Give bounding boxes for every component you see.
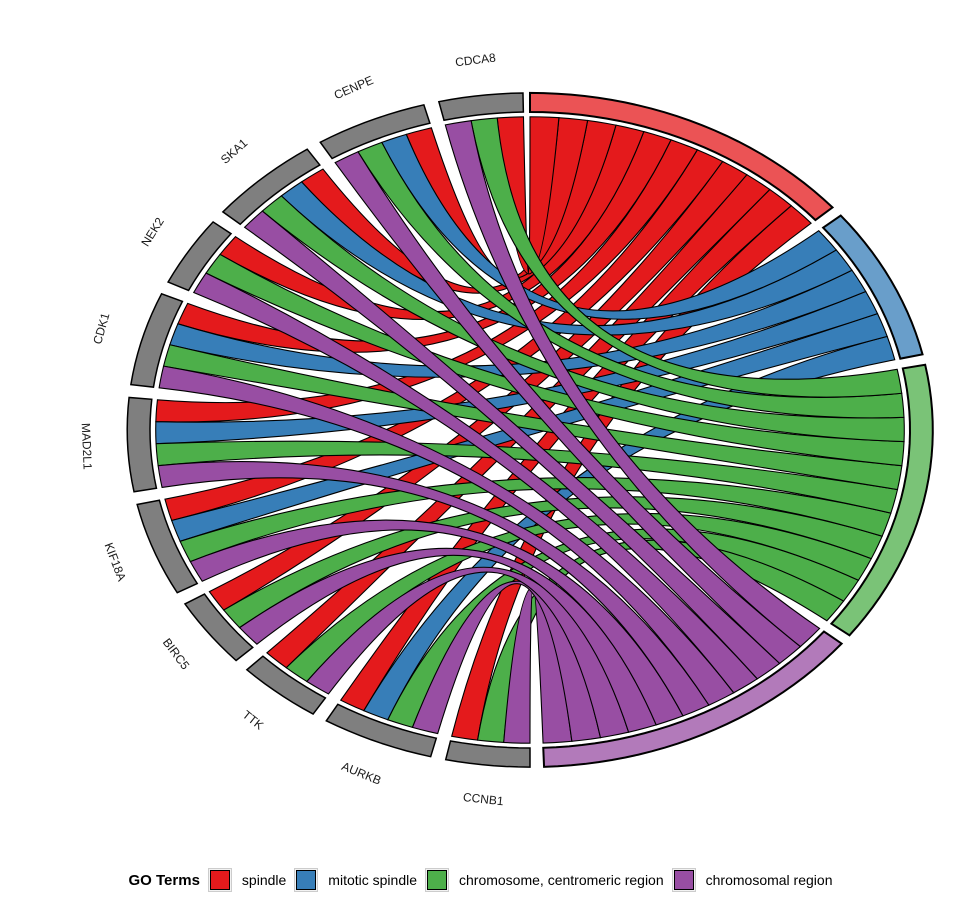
ribbon-cdca8-spindle — [496, 116, 560, 275]
gene-arc-kif18a — [136, 499, 199, 594]
gene-label-ccnb1: CCNB1 — [462, 790, 504, 808]
legend-item-mitotic-spindle: mitotic spindle — [294, 868, 417, 892]
legend-label-centromeric-region: chromosome, centromeric region — [459, 872, 664, 888]
term-arc-chromosomal-region — [542, 630, 844, 768]
gene-label-cdca8: CDCA8 — [454, 50, 496, 69]
legend-label-chromosomal-region: chromosomal region — [705, 872, 833, 888]
legend-swatch-centromeric-region — [425, 868, 449, 892]
gene-arc-ccnb1 — [444, 740, 531, 768]
gene-arc-ttk — [245, 655, 327, 716]
gene-label-cenpe: CENPE — [332, 73, 376, 102]
gene-arc-mad2l1 — [126, 396, 158, 493]
gene-label-kif18a: KIF18A — [102, 541, 129, 583]
gene-arc-ska1 — [221, 148, 321, 226]
legend-item-spindle: spindle — [207, 868, 287, 892]
term-arc-spindle — [529, 91, 835, 222]
gene-label-mad2l1: MAD2L1 — [79, 423, 95, 471]
gene-arc-layer — [126, 92, 531, 768]
gene-label-cdk1: CDK1 — [90, 311, 112, 346]
legend-title: GO Terms — [128, 871, 200, 889]
gene-arc-cenpe — [319, 103, 431, 160]
gene-label-nek2: NEK2 — [138, 215, 167, 249]
go-chord-chart: CCNB1 AURKB TTK BIRC5 KIF18A MAD2L1 CDK1 NEK2 SK… — [79, 50, 934, 808]
legend-label-spindle: spindle — [241, 872, 287, 888]
gene-label-aurkb: AURKB — [340, 759, 384, 788]
gene-arc-cdk1 — [129, 292, 184, 389]
gene-arc-nek2 — [166, 220, 233, 292]
gene-label-birc5: BIRC5 — [160, 636, 193, 673]
gene-label-ska1: SKA1 — [218, 136, 250, 167]
legend-item-chromosomal-region: chromosomal region — [671, 868, 833, 892]
legend-swatch-chromosomal-region — [671, 868, 696, 892]
ribbon-cdca8-chromosome-centromeric-region — [470, 117, 903, 398]
ribbon-layer — [155, 116, 905, 744]
term-arc-chromosome-centromeric-region — [829, 363, 934, 637]
gene-arc-cdca8 — [437, 92, 525, 122]
term-arc-layer — [529, 91, 934, 768]
gene-arc-birc5 — [183, 593, 254, 662]
ribbon-cdca8-chromosomal-region — [444, 120, 821, 648]
legend-label-mitotic-spindle: mitotic spindle — [328, 872, 417, 888]
legend: GO Terms spindle mitotic spindle chromos… — [0, 860, 969, 900]
legend-swatch-spindle — [207, 868, 232, 892]
gene-arc-aurkb — [325, 703, 438, 758]
gene-label-ttk: TTK — [240, 708, 266, 733]
legend-item-centromeric-region: chromosome, centromeric region — [425, 868, 664, 892]
term-arc-mitotic-spindle — [821, 214, 924, 360]
legend-swatch-mitotic-spindle — [294, 868, 319, 892]
